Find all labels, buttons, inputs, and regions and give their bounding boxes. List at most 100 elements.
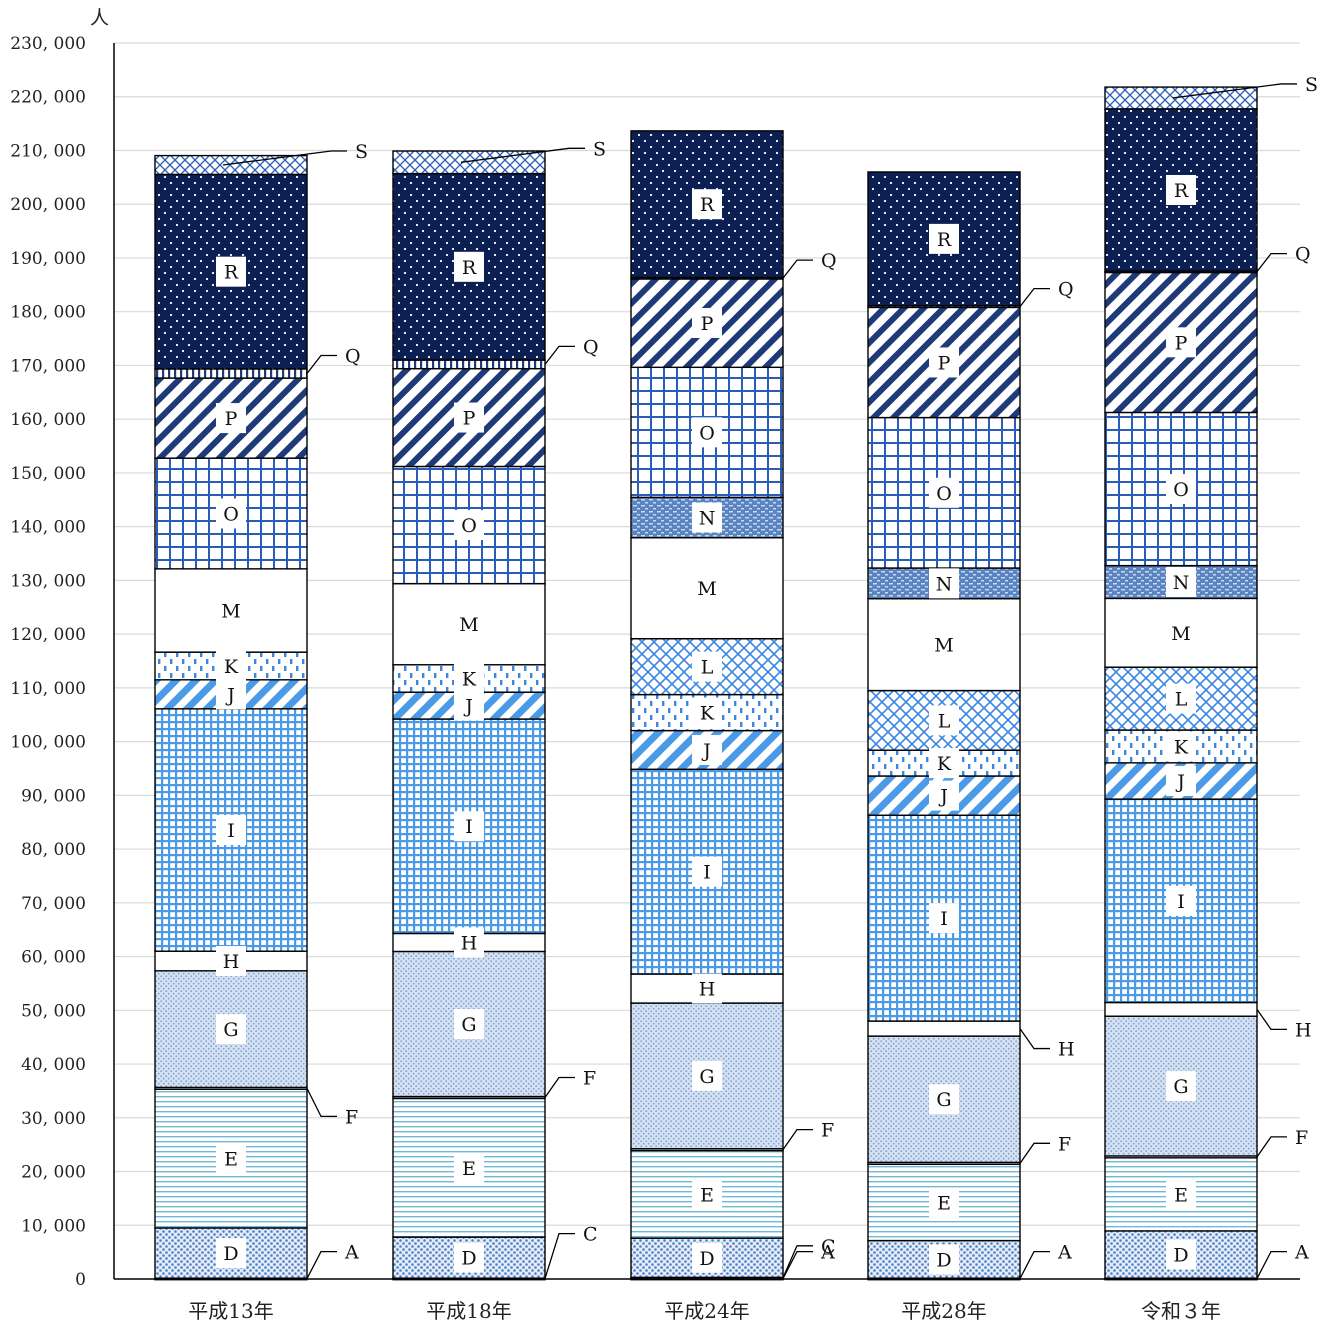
y-tick-label: 0 — [75, 1270, 86, 1290]
segment-label-box — [692, 1242, 722, 1273]
callout-label: Q — [583, 336, 599, 358]
segment-label-box — [454, 663, 484, 694]
y-tick-label: 130, 000 — [10, 571, 86, 591]
segment-label: R — [462, 257, 477, 279]
y-tick-label: 120, 000 — [10, 625, 86, 645]
segment-label-box — [692, 573, 722, 604]
axes — [113, 43, 1300, 1280]
callout-leader — [1256, 1136, 1287, 1158]
bar-segment — [154, 154, 308, 176]
segment-label-box — [216, 679, 246, 710]
y-tick-label: 50, 000 — [21, 1001, 86, 1021]
segment-label: I — [1177, 891, 1185, 913]
x-tick-label: 平成28年 — [901, 1299, 986, 1323]
segment-label-box — [216, 815, 246, 846]
y-tick-label: 30, 000 — [21, 1109, 86, 1129]
callout-label: H — [1058, 1039, 1075, 1061]
callout-label: Q — [1058, 279, 1074, 301]
segment-label-box — [1166, 1239, 1196, 1270]
segment-label-box — [216, 1014, 246, 1045]
callout-leader — [544, 345, 575, 365]
segment-label: L — [701, 657, 714, 679]
y-tick-label: 40, 000 — [21, 1055, 86, 1075]
segment-label: O — [1173, 479, 1189, 501]
bar-stack — [154, 154, 308, 1281]
y-tick-label: 230, 000 — [10, 34, 86, 54]
segment-label-box — [1166, 474, 1196, 505]
segment-label-box — [1166, 327, 1196, 358]
callout-label: F — [821, 1120, 834, 1142]
bar-segment — [1104, 1001, 1258, 1017]
callout-label: F — [1295, 1127, 1308, 1149]
callout-leader — [544, 1076, 575, 1098]
segment-label: E — [937, 1192, 951, 1214]
y-tick-label: 200, 000 — [10, 195, 86, 215]
segment-label-box — [929, 477, 959, 508]
callout-leader — [782, 259, 813, 279]
callout-label: F — [1058, 1133, 1071, 1155]
segment-label-box — [929, 780, 959, 811]
segment-label-box — [692, 307, 722, 338]
x-tick-label: 平成24年 — [664, 1299, 749, 1323]
segment-label: R — [700, 194, 715, 216]
segment-label: P — [1175, 332, 1188, 354]
segment-label-box — [929, 568, 959, 599]
segment-label: M — [934, 635, 953, 657]
segment-label: L — [938, 710, 951, 732]
y-tick-labels: 0 10, 000 20, 000 30, 000 40, 000 50, 000 60, … — [10, 34, 86, 1290]
y-tick-label: 220, 000 — [10, 88, 86, 108]
y-axis-unit-label: 人 — [90, 7, 109, 29]
segment-label-box — [692, 856, 722, 887]
segment-label-box — [454, 510, 484, 541]
segment-label-box — [216, 650, 246, 681]
callout-label: Q — [821, 250, 837, 272]
segment-label-box — [216, 595, 246, 626]
callout-label: Q — [345, 345, 361, 367]
segment-label-box — [692, 697, 722, 728]
callout-label: F — [583, 1067, 596, 1089]
segment-label-box — [692, 189, 722, 220]
segment-label-box — [1166, 1071, 1196, 1102]
segment-label: O — [461, 515, 477, 537]
segment-label: J — [1175, 771, 1185, 793]
y-tick-label: 80, 000 — [21, 840, 86, 860]
callout-label: Q — [1295, 244, 1311, 266]
y-tick-label: 70, 000 — [21, 894, 86, 914]
segment-label: E — [462, 1158, 476, 1180]
callout-leader — [1019, 1142, 1050, 1164]
segment-label-box — [929, 1084, 959, 1115]
segment-label: G — [1173, 1076, 1188, 1098]
y-tick-label: 10, 000 — [21, 1216, 86, 1236]
bar-segment — [630, 130, 784, 279]
callout-leader — [460, 147, 585, 163]
segment-label: N — [936, 573, 953, 595]
segment-label-box — [454, 927, 484, 958]
segment-label-box — [1166, 174, 1196, 205]
segment-label-box — [1166, 885, 1196, 916]
segment-label: K — [1174, 736, 1189, 758]
segment-label: J — [463, 696, 473, 718]
segment-label: H — [461, 932, 478, 954]
y-tick-label: 180, 000 — [10, 303, 86, 323]
bars — [154, 86, 1258, 1281]
segment-label: K — [462, 668, 477, 690]
segment-label-box — [216, 498, 246, 529]
segment-label: K — [224, 656, 239, 678]
callout-leader — [1256, 1008, 1287, 1031]
callout-leader — [1019, 287, 1050, 307]
segment-label-box — [216, 1238, 246, 1269]
segment-label: O — [936, 483, 952, 505]
segment-label-box — [692, 1060, 722, 1091]
segment-label: D — [461, 1248, 476, 1270]
segment-label: E — [1174, 1184, 1188, 1206]
callout-leader — [306, 1250, 337, 1279]
segment-label: D — [936, 1249, 951, 1271]
segment-label: J — [938, 786, 948, 808]
segment-label: E — [224, 1149, 238, 1171]
segment-label: O — [699, 422, 715, 444]
callout-label: A — [820, 1242, 835, 1264]
segment-label-box — [929, 705, 959, 736]
segment-label: I — [227, 820, 235, 842]
segment-label-box — [929, 748, 959, 779]
callout-leader — [1172, 83, 1297, 99]
